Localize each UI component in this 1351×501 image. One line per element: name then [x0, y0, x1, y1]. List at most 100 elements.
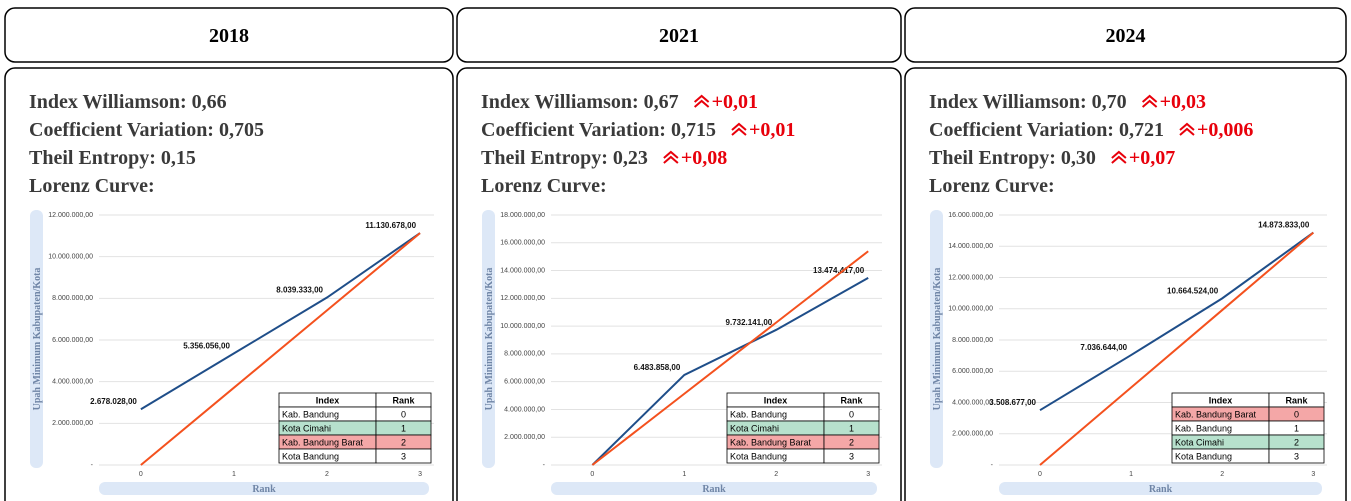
- table-cell-text: 3: [849, 451, 854, 461]
- increase-icon: [663, 150, 679, 164]
- y-axis-label: Upah Minimum Kabupaten/Kota: [484, 268, 495, 411]
- x-tick-label: 3: [418, 471, 422, 478]
- y-tick-label: 10.000.000,00: [948, 306, 993, 313]
- stat-text: Coefficient Variation: 0,715: [481, 119, 716, 141]
- table-cell: [823, 448, 880, 464]
- x-tick-label: 1: [1129, 471, 1133, 478]
- y-tick-label: 12.000.000,00: [48, 212, 93, 219]
- data-label: 2.678.028,00: [90, 397, 137, 406]
- data-label: 8.039.333,00: [276, 286, 323, 295]
- y-tick-label: 10.000.000,00: [500, 323, 545, 330]
- x-axis-label: Rank: [1149, 484, 1173, 495]
- table-cell-text: Kota Bandung: [730, 451, 787, 461]
- table-cell-text: Kab. Bandung: [282, 409, 339, 419]
- data-label: 13.474.417,00: [813, 266, 865, 275]
- x-tick-label: 2: [325, 471, 329, 478]
- y-axis-label: Upah Minimum Kabupaten/Kota: [32, 268, 43, 411]
- table-cell-text: Kab. Bandung Barat: [282, 437, 364, 447]
- panel-year: 2021: [659, 25, 699, 47]
- table-header: Rank: [392, 395, 415, 405]
- header-box: [904, 7, 1347, 63]
- chart-subtitle: Lorenz Curve:: [929, 175, 1055, 197]
- increase-icon: [1179, 122, 1195, 136]
- data-label: 9.732.141,00: [726, 318, 773, 327]
- x-tick-label: 3: [1311, 471, 1315, 478]
- table-header: Index: [764, 395, 788, 405]
- increase-icon: [1141, 94, 1158, 108]
- x-tick-label: 2: [774, 471, 778, 478]
- data-label: 11.130.678,00: [365, 221, 416, 230]
- table-cell-text: Kab. Bandung: [730, 409, 787, 419]
- y-tick-label: -: [91, 462, 94, 469]
- y-tick-label: 18.000.000,00: [500, 212, 545, 219]
- table-cell-text: Kota Bandung: [282, 451, 339, 461]
- y-tick-label: 16.000.000,00: [500, 240, 545, 247]
- x-tick-label: 2: [1220, 471, 1224, 478]
- header-box: [456, 7, 902, 63]
- y-tick-label: 2.000.000,00: [52, 420, 93, 427]
- x-tick-label: 0: [590, 471, 594, 478]
- y-tick-label: 2.000.000,00: [952, 431, 993, 438]
- y-tick-label: 6.000.000,00: [504, 379, 545, 386]
- stat-text: Theil Entropy: 0,15: [29, 147, 196, 169]
- table-cell-text: 0: [849, 409, 854, 419]
- stat-change: +0,006: [1197, 119, 1253, 141]
- y-label-bar: [30, 210, 43, 468]
- panel-year: 2024: [1106, 25, 1146, 47]
- stat-change: +0,07: [1129, 147, 1175, 169]
- table-cell-text: 1: [1294, 423, 1299, 433]
- y-tick-label: 10.000.000,00: [48, 254, 93, 261]
- data-label: 7.036.644,00: [1080, 343, 1127, 352]
- data-label: 3.508.677,00: [989, 398, 1036, 407]
- table-cell-text: 0: [401, 409, 406, 419]
- stat-text: Theil Entropy: 0,23: [481, 147, 648, 169]
- x-label-bar: [999, 482, 1322, 495]
- series-line: [140, 232, 421, 466]
- table-cell-text: 3: [401, 451, 406, 461]
- y-label-bar: [482, 210, 495, 468]
- table-cell-text: 3: [1294, 451, 1299, 461]
- series-line: [591, 250, 869, 466]
- stat-text: Theil Entropy: 0,30: [929, 147, 1096, 169]
- table-cell-text: Kab. Bandung Barat: [730, 437, 812, 447]
- y-tick-label: 12.000.000,00: [500, 295, 545, 302]
- x-label-bar: [99, 482, 429, 495]
- series-line: [591, 276, 869, 466]
- table-cell-text: Kota Cimahi: [282, 423, 331, 433]
- series-line: [1039, 231, 1314, 412]
- panel-year: 2018: [209, 25, 249, 47]
- stat-change: +0,01: [749, 119, 795, 141]
- y-tick-label: 14.000.000,00: [948, 243, 993, 250]
- table-header: Rank: [840, 395, 863, 405]
- y-tick-label: 12.000.000,00: [948, 274, 993, 281]
- data-label: 10.664.524,00: [1167, 286, 1219, 295]
- table-cell-text: 1: [401, 423, 406, 433]
- table-cell: [1268, 448, 1325, 464]
- table-cell-text: 2: [849, 437, 854, 447]
- table-cell-text: Kota Cimahi: [730, 423, 779, 433]
- data-label: 6.483.858,00: [634, 363, 681, 372]
- y-tick-label: 8.000.000,00: [52, 295, 93, 302]
- series-line: [1039, 231, 1314, 466]
- table-cell-text: 0: [1294, 409, 1299, 419]
- table-cell-text: 2: [401, 437, 406, 447]
- y-tick-label: 8.000.000,00: [952, 337, 993, 344]
- x-label-bar: [551, 482, 877, 495]
- y-tick-label: 16.000.000,00: [948, 212, 993, 219]
- stat-text: Index Williamson: 0,66: [29, 91, 227, 113]
- increase-icon: [693, 94, 710, 108]
- table-cell-text: Kota Bandung: [1175, 451, 1232, 461]
- y-tick-label: 8.000.000,00: [504, 351, 545, 358]
- stat-change: +0,01: [712, 91, 758, 113]
- series-line: [140, 232, 421, 411]
- x-axis-label: Rank: [702, 484, 726, 495]
- x-tick-label: 0: [139, 471, 143, 478]
- x-tick-label: 3: [866, 471, 870, 478]
- table-header: Rank: [1285, 395, 1308, 405]
- chart-subtitle: Lorenz Curve:: [481, 175, 607, 197]
- x-tick-label: 0: [1038, 471, 1042, 478]
- table-cell-text: Kab. Bandung: [1175, 423, 1232, 433]
- y-tick-label: 6.000.000,00: [52, 337, 93, 344]
- y-axis-label: Upah Minimum Kabupaten/Kota: [932, 268, 943, 411]
